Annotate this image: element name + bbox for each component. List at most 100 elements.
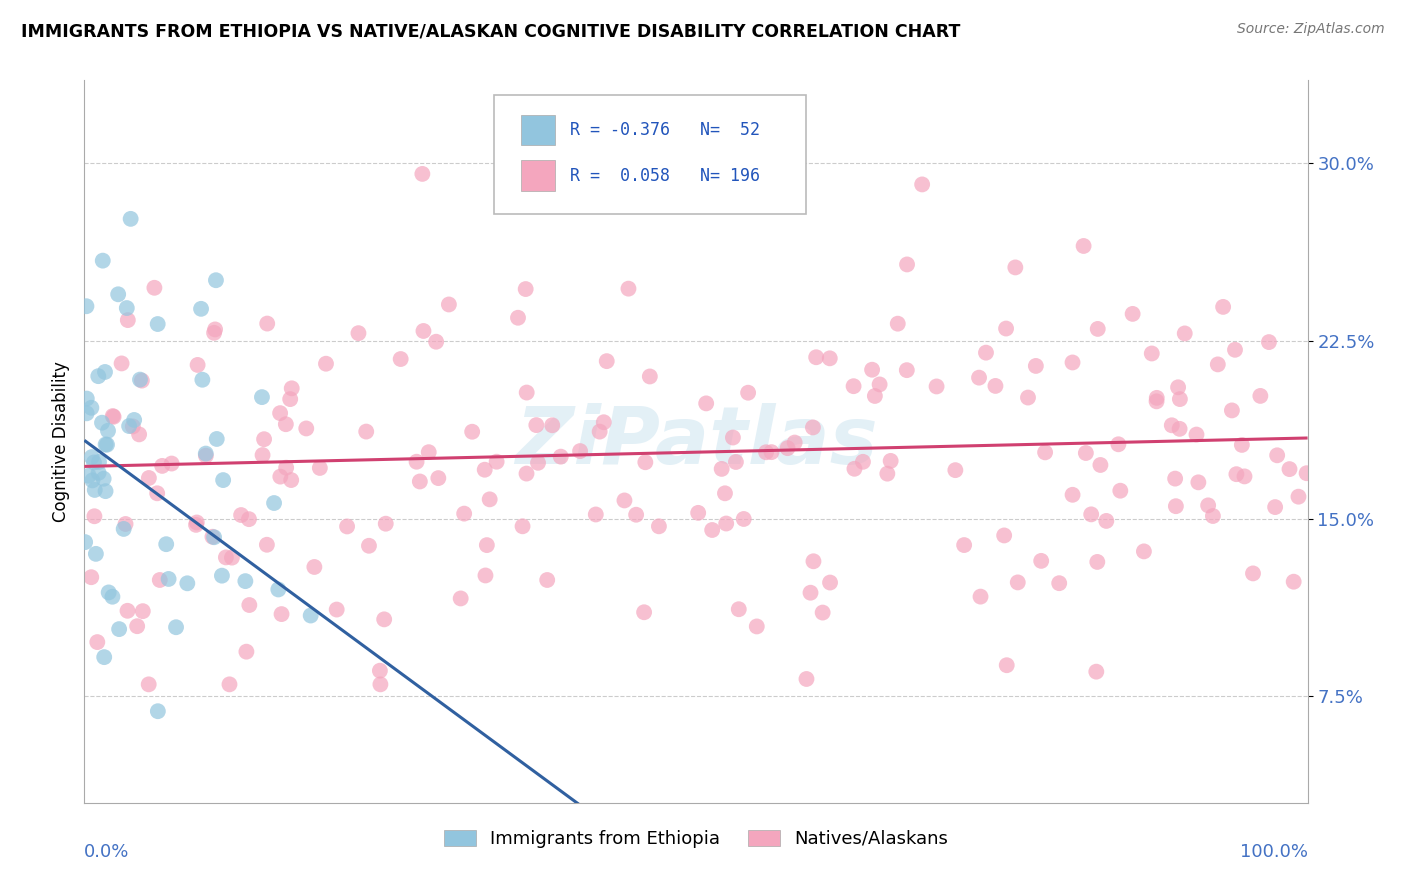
- Point: [527, 456, 550, 470]
- Point: [1212, 300, 1234, 314]
- Point: [796, 672, 818, 686]
- Point: [101, 409, 124, 423]
- Point: [842, 379, 865, 393]
- Point: [1140, 346, 1163, 360]
- Point: [953, 538, 976, 552]
- Point: [97, 585, 120, 599]
- Point: [1168, 422, 1191, 436]
- Bar: [522, 161, 555, 191]
- Point: [336, 519, 359, 533]
- Point: [437, 297, 460, 311]
- Point: [613, 493, 636, 508]
- Point: [745, 619, 768, 633]
- Point: [1264, 500, 1286, 514]
- Point: [186, 516, 208, 530]
- Point: [648, 519, 671, 533]
- Point: [93, 650, 115, 665]
- Point: [138, 677, 160, 691]
- Point: [325, 602, 347, 616]
- Point: [541, 418, 564, 433]
- Point: [1230, 438, 1253, 452]
- Point: [638, 369, 661, 384]
- Point: [157, 572, 180, 586]
- Point: [87, 369, 110, 384]
- Point: [755, 445, 778, 459]
- Point: [308, 461, 330, 475]
- Point: [1223, 343, 1246, 357]
- Point: [146, 486, 169, 500]
- Point: [160, 457, 183, 471]
- Point: [191, 373, 214, 387]
- Point: [75, 299, 97, 313]
- Point: [969, 590, 991, 604]
- Point: [409, 475, 432, 489]
- Point: [801, 420, 824, 434]
- Point: [127, 619, 149, 633]
- Point: [280, 473, 302, 487]
- Point: [176, 576, 198, 591]
- Point: [84, 547, 107, 561]
- Point: [427, 471, 450, 485]
- Point: [91, 253, 114, 268]
- Point: [524, 418, 547, 433]
- Point: [1249, 389, 1271, 403]
- Point: [453, 507, 475, 521]
- Point: [112, 522, 135, 536]
- Point: [304, 560, 326, 574]
- Point: [596, 354, 619, 368]
- Point: [370, 677, 392, 691]
- Point: [1031, 554, 1053, 568]
- Point: [844, 462, 866, 476]
- Point: [115, 301, 138, 315]
- Point: [201, 530, 224, 544]
- Point: [238, 598, 260, 612]
- Point: [128, 427, 150, 442]
- Point: [218, 677, 240, 691]
- Point: [724, 455, 747, 469]
- Point: [485, 455, 508, 469]
- Point: [97, 424, 120, 438]
- Point: [280, 381, 302, 395]
- Point: [1233, 469, 1256, 483]
- Point: [405, 455, 427, 469]
- Point: [357, 539, 380, 553]
- Point: [1160, 418, 1182, 433]
- Text: R = -0.376   N=  52: R = -0.376 N= 52: [569, 121, 761, 139]
- Point: [984, 379, 1007, 393]
- Point: [373, 612, 395, 626]
- Point: [475, 538, 498, 552]
- Point: [515, 282, 537, 296]
- Point: [633, 605, 655, 619]
- Point: [1164, 472, 1187, 486]
- Text: R =  0.058   N= 196: R = 0.058 N= 196: [569, 167, 761, 185]
- Point: [418, 445, 440, 459]
- Point: [250, 390, 273, 404]
- Point: [783, 435, 806, 450]
- Point: [76, 392, 98, 406]
- Point: [83, 509, 105, 524]
- Point: [295, 421, 318, 435]
- Point: [146, 704, 169, 718]
- Point: [270, 607, 292, 621]
- Point: [131, 374, 153, 388]
- Point: [215, 550, 238, 565]
- Point: [83, 455, 105, 469]
- Point: [94, 484, 117, 499]
- Point: [80, 401, 103, 415]
- Point: [202, 326, 225, 340]
- Point: [1095, 514, 1118, 528]
- Point: [94, 437, 117, 451]
- Point: [1185, 427, 1208, 442]
- Y-axis label: Cognitive Disability: Cognitive Disability: [52, 361, 70, 522]
- Point: [1278, 462, 1301, 476]
- Point: [278, 392, 301, 406]
- Point: [118, 419, 141, 434]
- Point: [80, 450, 103, 464]
- Point: [121, 419, 143, 434]
- Point: [1107, 437, 1129, 451]
- Point: [569, 444, 592, 458]
- Point: [82, 474, 104, 488]
- Point: [146, 317, 169, 331]
- Bar: [522, 115, 555, 145]
- Point: [879, 454, 901, 468]
